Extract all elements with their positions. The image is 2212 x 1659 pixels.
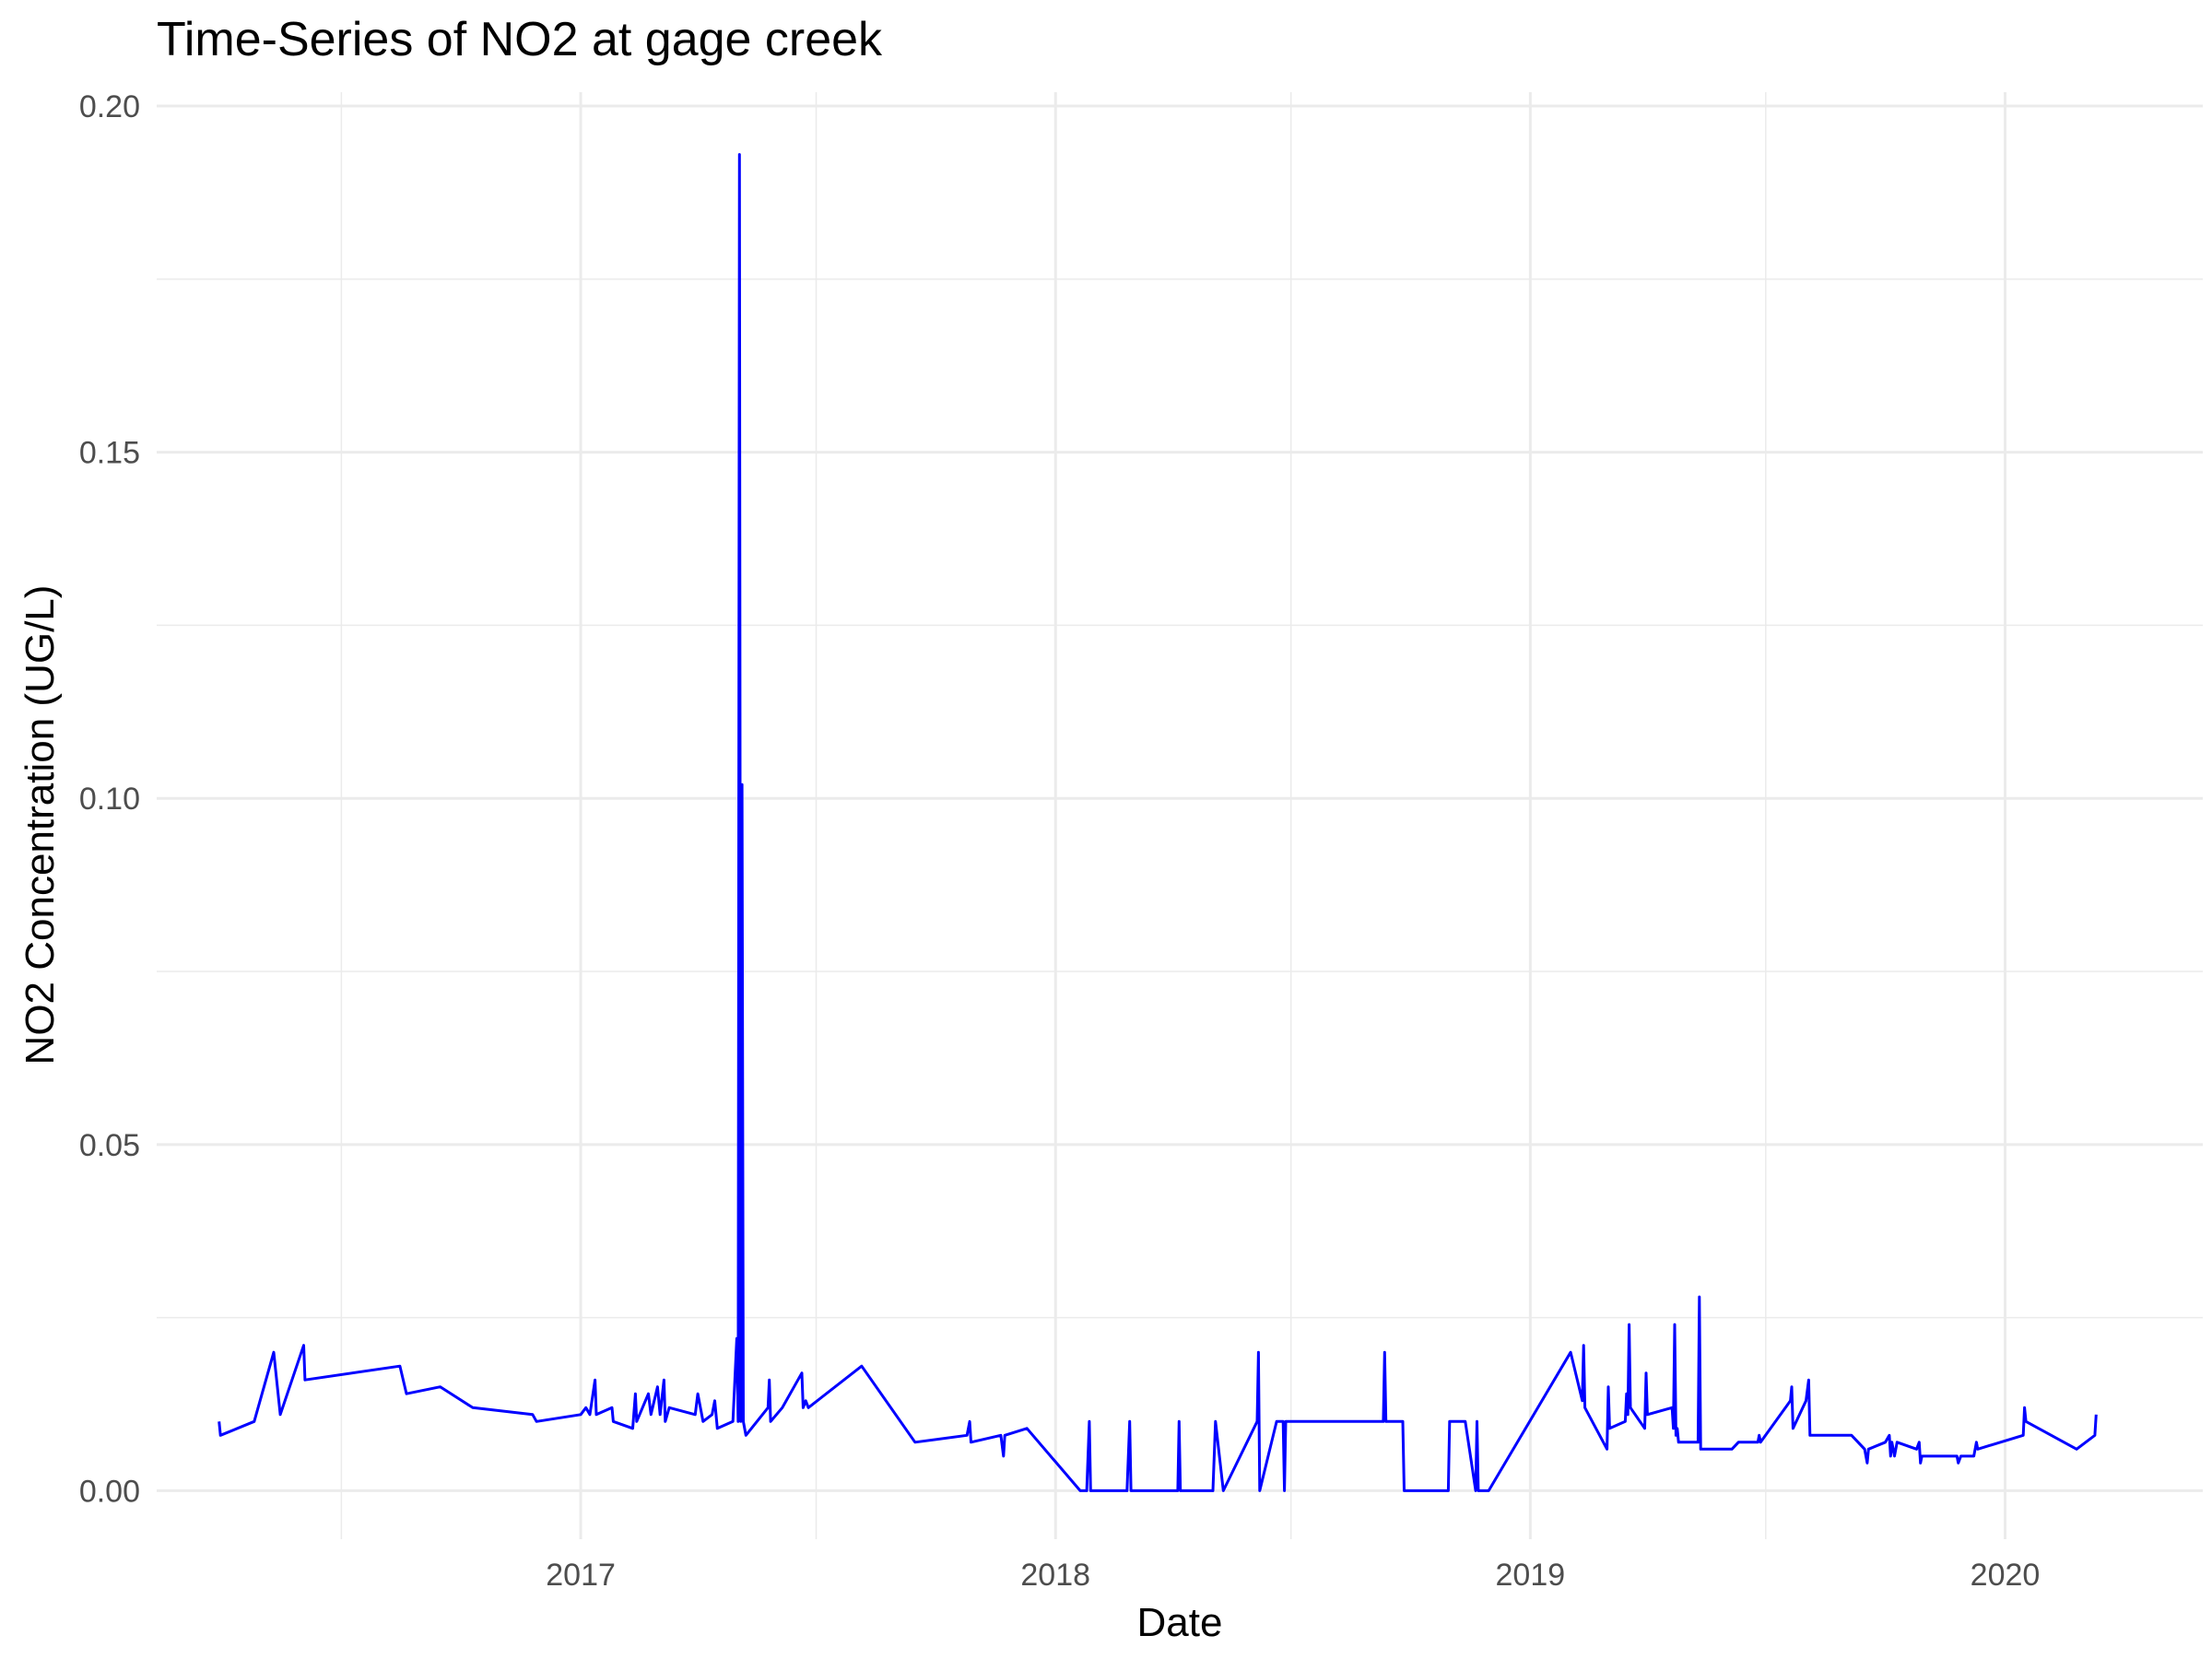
series-layer xyxy=(218,153,2098,1492)
x-tick-label: 2018 xyxy=(1020,1558,1090,1593)
y-tick-label: 0.20 xyxy=(79,89,140,124)
y-tick-label: 0.10 xyxy=(79,782,140,817)
y-tick-label: 0.05 xyxy=(79,1128,140,1163)
y-tick-label: 0.00 xyxy=(79,1474,140,1509)
y-tick-label: 0.15 xyxy=(79,436,140,471)
x-tick-label: 2019 xyxy=(1496,1558,1566,1593)
x-axis-tick-labels: 2017 2018 2019 2020 xyxy=(546,1558,2040,1593)
y-axis-tick-labels: 0.00 0.05 0.10 0.15 0.20 xyxy=(79,89,140,1509)
x-tick-label: 2017 xyxy=(546,1558,616,1593)
y-axis-title: NO2 Concentration (UG/L) xyxy=(18,585,63,1065)
no2-series-line xyxy=(218,153,2098,1492)
x-axis-title: Date xyxy=(1137,1600,1223,1645)
chart-title: Time-Series of NO2 at gage creek xyxy=(157,13,883,66)
grid-lines xyxy=(157,92,2203,1539)
x-tick-label: 2020 xyxy=(1971,1558,2041,1593)
